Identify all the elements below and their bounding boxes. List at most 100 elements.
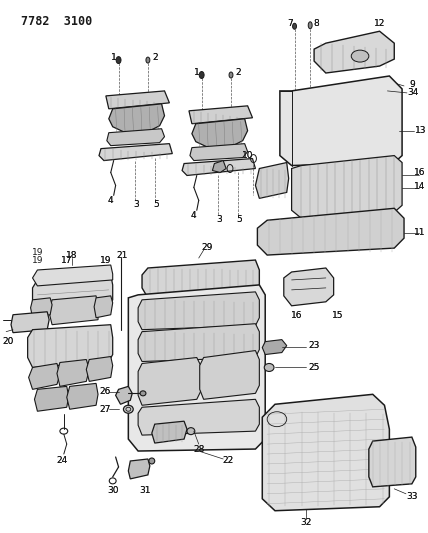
Polygon shape	[107, 129, 164, 146]
Text: 19: 19	[32, 255, 43, 264]
Polygon shape	[99, 144, 172, 160]
Polygon shape	[256, 163, 288, 198]
Polygon shape	[138, 358, 201, 405]
Text: 10: 10	[242, 151, 253, 160]
Polygon shape	[190, 144, 248, 160]
Text: 1: 1	[194, 68, 199, 77]
Text: 28: 28	[193, 445, 205, 454]
Polygon shape	[212, 160, 226, 173]
Polygon shape	[33, 275, 113, 315]
Text: 4: 4	[191, 211, 196, 220]
Text: 18: 18	[66, 251, 77, 260]
Polygon shape	[109, 104, 164, 133]
Text: 7: 7	[287, 19, 292, 28]
Ellipse shape	[187, 427, 195, 434]
Polygon shape	[86, 357, 113, 382]
Text: 16: 16	[291, 311, 302, 320]
Ellipse shape	[140, 391, 146, 396]
Ellipse shape	[351, 50, 369, 62]
Text: 4: 4	[108, 196, 113, 205]
Text: 27: 27	[99, 405, 110, 414]
Polygon shape	[200, 351, 259, 399]
Text: 26: 26	[99, 387, 110, 396]
Text: 24: 24	[56, 456, 68, 465]
Polygon shape	[138, 324, 259, 361]
Text: 20: 20	[3, 337, 14, 346]
Polygon shape	[142, 260, 259, 298]
Polygon shape	[116, 386, 132, 404]
Text: 5: 5	[236, 215, 242, 224]
Polygon shape	[291, 156, 402, 218]
Text: 17: 17	[61, 255, 72, 264]
Text: 21: 21	[117, 251, 128, 260]
Ellipse shape	[308, 22, 312, 29]
Text: 18: 18	[66, 251, 77, 260]
Text: 25: 25	[309, 363, 320, 372]
Polygon shape	[11, 312, 49, 333]
Polygon shape	[33, 265, 113, 286]
Polygon shape	[57, 360, 89, 386]
Text: 1: 1	[111, 53, 116, 62]
Ellipse shape	[146, 57, 150, 63]
Text: 24: 24	[56, 456, 68, 465]
Polygon shape	[192, 119, 248, 148]
Text: 8: 8	[313, 19, 319, 28]
Text: 16: 16	[291, 311, 302, 320]
Polygon shape	[262, 394, 389, 511]
Text: 29: 29	[201, 243, 212, 252]
Text: 2: 2	[235, 68, 241, 77]
Text: 19: 19	[100, 255, 112, 264]
Text: 3: 3	[133, 200, 139, 209]
Text: 22: 22	[223, 456, 234, 465]
Text: 4: 4	[108, 196, 113, 205]
Text: 33: 33	[406, 492, 418, 502]
Text: 20: 20	[3, 337, 14, 346]
Polygon shape	[28, 325, 113, 367]
Text: 21: 21	[117, 251, 128, 260]
Text: 5: 5	[153, 200, 159, 209]
Text: 16: 16	[414, 168, 425, 177]
Text: 33: 33	[406, 492, 418, 502]
Text: 7782  3100: 7782 3100	[21, 15, 92, 28]
Text: 19: 19	[100, 255, 112, 264]
Text: 8: 8	[313, 19, 319, 28]
Polygon shape	[35, 386, 69, 411]
Text: 15: 15	[332, 311, 343, 320]
Text: 31: 31	[139, 486, 151, 495]
Text: 10: 10	[242, 151, 253, 160]
Text: 9: 9	[409, 80, 415, 90]
Text: 16: 16	[414, 168, 425, 177]
Text: 2: 2	[152, 53, 158, 62]
Text: 23: 23	[309, 341, 320, 350]
Text: 2: 2	[235, 68, 241, 77]
Text: 28: 28	[193, 445, 205, 454]
Text: 3: 3	[217, 215, 222, 224]
Text: 3: 3	[133, 200, 139, 209]
Ellipse shape	[293, 23, 297, 29]
Text: 13: 13	[415, 126, 426, 135]
Text: 31: 31	[139, 486, 151, 495]
Text: 9: 9	[409, 80, 415, 90]
Polygon shape	[138, 292, 259, 330]
Polygon shape	[152, 421, 187, 443]
Text: 32: 32	[300, 518, 312, 527]
Text: 7: 7	[287, 19, 292, 28]
Text: 17: 17	[61, 255, 72, 264]
Polygon shape	[94, 296, 113, 318]
Text: 30: 30	[107, 486, 119, 495]
Text: 5: 5	[153, 200, 159, 209]
Text: 14: 14	[414, 182, 425, 191]
Polygon shape	[128, 459, 150, 479]
Text: 11: 11	[414, 228, 425, 237]
Text: 19: 19	[32, 247, 43, 256]
Ellipse shape	[123, 405, 133, 413]
Polygon shape	[29, 364, 60, 389]
Text: 23: 23	[309, 341, 320, 350]
Polygon shape	[106, 91, 169, 109]
Text: 3: 3	[217, 215, 222, 224]
Text: 15: 15	[332, 311, 343, 320]
Ellipse shape	[116, 56, 121, 63]
Text: 4: 4	[191, 211, 196, 220]
Polygon shape	[138, 399, 259, 435]
Polygon shape	[67, 383, 98, 409]
